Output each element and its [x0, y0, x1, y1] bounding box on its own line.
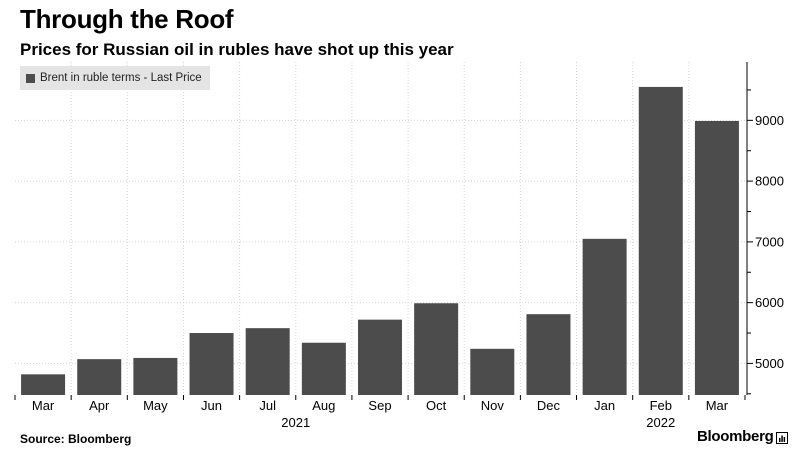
year-label: 2022 — [646, 415, 675, 430]
y-tick-label: 5000 — [755, 356, 784, 371]
bar — [526, 314, 571, 395]
bar — [638, 86, 683, 395]
x-tick-label: Sep — [368, 398, 391, 413]
bar — [77, 359, 122, 395]
x-tick-label: Jul — [259, 398, 276, 413]
brand-text: Bloomberg — [697, 428, 774, 445]
x-tick-label: Jan — [594, 398, 615, 413]
x-tick-label: Oct — [426, 398, 447, 413]
x-tick-label: May — [143, 398, 168, 413]
y-tick-label: 8000 — [755, 174, 784, 189]
y-tick-label: 9000 — [755, 113, 784, 128]
x-tick-label: Aug — [312, 398, 335, 413]
bar — [133, 357, 178, 395]
x-tick-label: Apr — [89, 398, 110, 413]
bar — [301, 342, 346, 395]
x-tick-label: Nov — [481, 398, 505, 413]
x-tick-label: Feb — [650, 398, 672, 413]
chart-subtitle: Prices for Russian oil in rubles have sh… — [20, 40, 454, 59]
bar — [470, 348, 515, 395]
bar — [245, 328, 290, 395]
x-tick-label: Dec — [537, 398, 561, 413]
source-note: Source: Bloomberg — [20, 432, 132, 446]
bar — [358, 319, 402, 395]
x-tick-label: Mar — [32, 398, 55, 413]
x-tick-label: Jun — [201, 398, 222, 413]
bar — [582, 238, 627, 395]
bar — [21, 374, 66, 395]
bar-chart-icon — [776, 431, 789, 444]
y-tick-label: 6000 — [755, 295, 784, 310]
legend-swatch — [26, 73, 35, 83]
year-label: 2021 — [281, 415, 310, 430]
legend: Brent in ruble terms - Last Price — [20, 66, 210, 90]
bloomberg-logo: Bloomberg — [697, 428, 789, 445]
bar — [189, 333, 234, 395]
x-tick-label: Mar — [706, 398, 729, 413]
chart-title: Through the Roof — [20, 4, 234, 34]
legend-label: Brent in ruble terms - Last Price — [40, 72, 202, 84]
bar — [694, 120, 739, 396]
y-tick-label: 7000 — [755, 234, 784, 249]
bar — [414, 303, 459, 395]
